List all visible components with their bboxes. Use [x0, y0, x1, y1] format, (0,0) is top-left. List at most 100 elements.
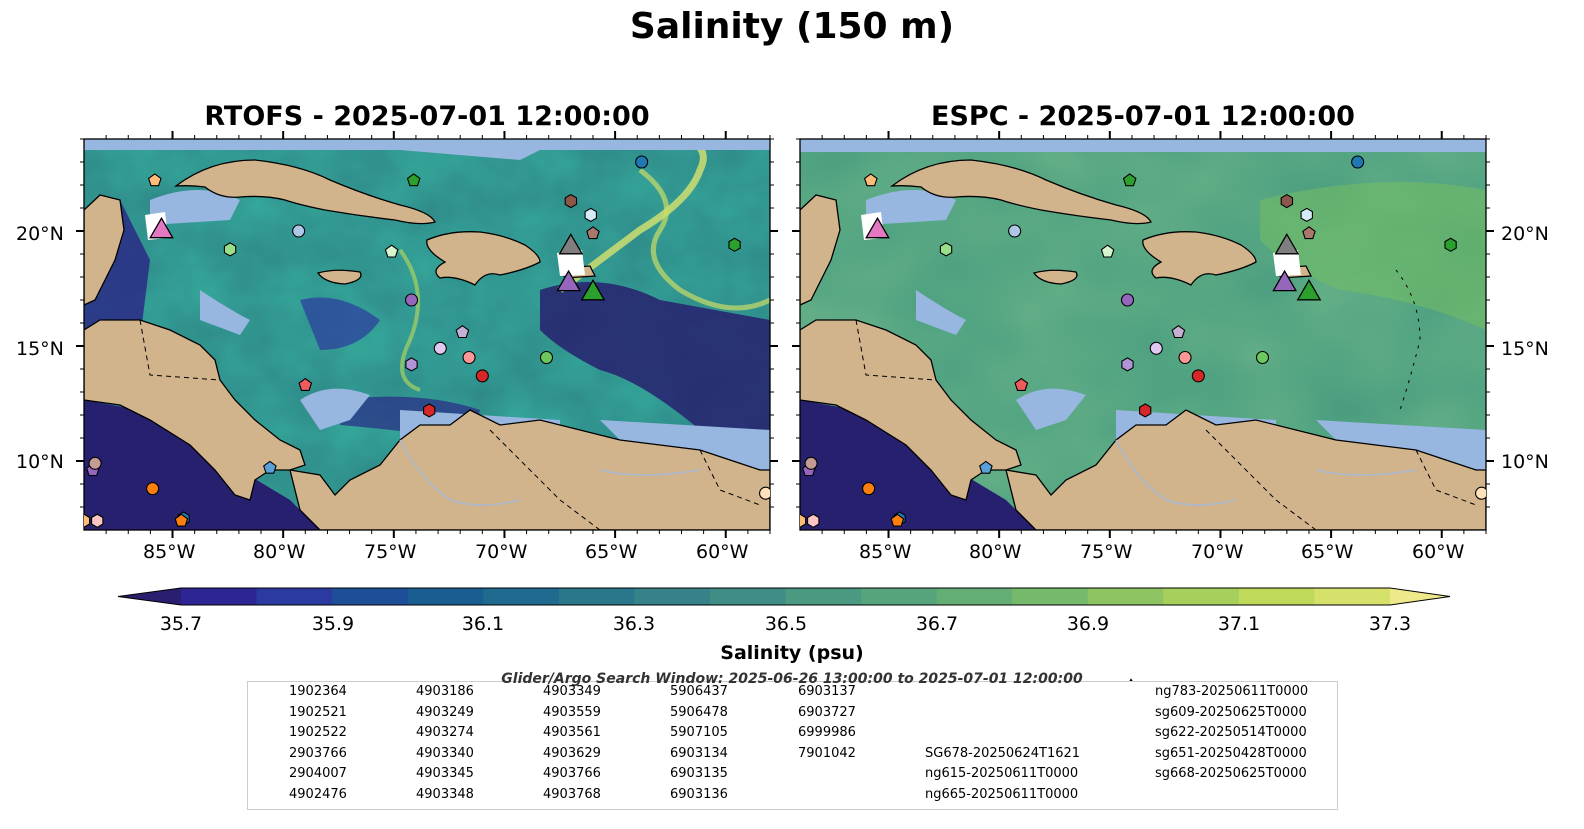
colorbar-segment — [332, 588, 409, 605]
colorbar-tick-label: 36.7 — [915, 613, 959, 635]
colorbar-segment — [407, 588, 484, 605]
float-4903345-marker — [728, 237, 741, 252]
glider-sg609-20250625T0000-marker — [556, 269, 582, 292]
float-6903137-marker — [1149, 341, 1163, 355]
espc-frame — [799, 138, 1487, 531]
float-2904007-marker — [584, 207, 597, 223]
float-2903766-marker — [292, 224, 306, 238]
float-4903186-marker — [862, 482, 876, 496]
rtofs-low-sal-east — [540, 282, 770, 450]
float-4903349-marker — [1255, 350, 1270, 365]
colorbar-tick-label: 36.1 — [461, 613, 505, 635]
float-4903249-marker — [800, 513, 807, 528]
colorbar-segment — [861, 588, 938, 605]
legend-label-6903137: 6903137 — [798, 684, 856, 699]
float-4903561-marker — [1100, 244, 1115, 258]
float-5906437-marker — [462, 350, 476, 365]
espc-rivers — [1115, 439, 1417, 506]
float-4902476-marker — [174, 513, 189, 527]
legend-label-sg609-20250625T0000: sg609-20250625T0000 — [1155, 704, 1307, 720]
legend-label-5906437: 5906437 — [670, 684, 728, 699]
espc-panel-title: ESPC - 2025-07-01 12:00:00 — [931, 101, 1355, 132]
lat-label-20n-left: 20°N — [16, 223, 64, 245]
float-4903349-marker — [539, 350, 554, 365]
glider-sg668-20250625T0000-marker — [558, 232, 584, 255]
colorbar-outline — [117, 587, 1451, 606]
colorbar-segment — [1087, 588, 1164, 605]
lon-label-a-65w: 65°W — [585, 541, 638, 563]
colorbar-segment — [558, 588, 635, 605]
rtofs-borders — [139, 319, 761, 530]
float-5906478-marker — [807, 513, 820, 528]
legend-label-6903135: 6903135 — [670, 766, 728, 781]
legend-label-6999986: 6999986 — [798, 725, 856, 740]
float-4903274-marker — [863, 173, 878, 187]
float-4903768-marker — [298, 377, 313, 391]
legend-label-4903348: 4903348 — [416, 786, 474, 802]
colorbar-segment — [709, 588, 787, 605]
colorbar-segment — [1238, 588, 1316, 605]
float-6999986-marker — [1302, 226, 1316, 240]
legend-label-4903629: 4903629 — [543, 745, 601, 761]
rtofs-high-sal-filament — [557, 139, 707, 293]
colorbar-segment — [256, 588, 333, 605]
rtofs-high-sal-filament-2 — [638, 168, 770, 311]
legend-label-SG678-20250624T1621: SG678-20250624T1621 — [925, 745, 1081, 761]
rtofs-map — [84, 139, 770, 530]
lon-label-b-85w: 85°W — [859, 541, 912, 563]
float-7901042-marker — [804, 456, 818, 470]
espc-markers — [800, 155, 1486, 528]
rtofs-markers — [84, 155, 770, 528]
float-4903561-marker — [384, 244, 399, 258]
lon-label-a-75w: 75°W — [364, 541, 417, 563]
colorbar-tick-label: 35.9 — [311, 613, 355, 635]
float-4903186-marker — [146, 482, 160, 496]
lat-label-20n-right: 20°N — [1501, 223, 1549, 245]
lon-label-b-70w: 70°W — [1191, 541, 1244, 563]
float-4903766-marker — [1139, 403, 1152, 418]
legend-label-ng783-20250611T0000: ng783-20250611T0000 — [1155, 684, 1309, 699]
float-4903766-marker — [423, 403, 436, 418]
colorbar — [117, 587, 1451, 606]
colorbar-segment — [785, 588, 862, 605]
lon-label-a-80w: 80°W — [253, 541, 306, 563]
float-4903559-marker — [939, 242, 953, 257]
legend-label-4902476: 4902476 — [289, 786, 347, 802]
colorbar-segment — [483, 588, 560, 605]
colorbar-segment — [1012, 588, 1089, 605]
legend-label-4903561: 4903561 — [543, 725, 601, 740]
lon-label-a-70w: 70°W — [475, 541, 528, 563]
glider-sg668-20250625T0000-marker — [1274, 232, 1300, 255]
rtofs-nodata-patch-2 — [557, 250, 585, 276]
float-1902364-marker — [635, 155, 649, 169]
lon-label-b-60w: 60°W — [1412, 541, 1465, 563]
espc-high-sal-region — [1260, 182, 1486, 330]
float-4903559-marker — [223, 242, 237, 257]
lon-label-b-75w: 75°W — [1080, 541, 1133, 563]
glider-ng665-20250611T0000-marker — [1296, 278, 1322, 301]
float-6999986-marker — [586, 226, 600, 240]
float-6903137-marker — [433, 341, 447, 355]
colorbar-segment — [181, 588, 258, 605]
legend-label-6903727: 6903727 — [798, 704, 856, 720]
legend-label-4903349: 4903349 — [543, 684, 601, 699]
float-6903134-marker — [1120, 293, 1135, 307]
legend-label-4903249: 4903249 — [416, 704, 474, 720]
lat-label-10n-left: 10°N — [16, 451, 64, 473]
lat-label-10n-right: 10°N — [1501, 451, 1549, 473]
legend-label-sg651-20250428T0000: sg651-20250428T0000 — [1155, 745, 1307, 761]
legend-label-6903134: 6903134 — [670, 745, 728, 761]
float-4903340-marker — [1475, 486, 1486, 500]
espc-pacific — [800, 400, 1036, 530]
colorbar-segment — [634, 588, 711, 605]
lon-label-b-80w: 80°W — [969, 541, 1022, 563]
float-4902476-marker — [890, 513, 905, 527]
lat-label-15n-left: 15°N — [16, 338, 64, 360]
legend-label-7901042: 7901042 — [798, 745, 856, 761]
colorbar-label: Salinity (psu) — [720, 642, 864, 664]
float-4903345-marker — [1444, 237, 1457, 252]
float-4903348-marker — [406, 173, 421, 187]
rtofs-low-sal-patch — [300, 297, 380, 350]
legend-label-4903559: 4903559 — [543, 704, 601, 720]
lon-label-a-60w: 60°W — [696, 541, 749, 563]
